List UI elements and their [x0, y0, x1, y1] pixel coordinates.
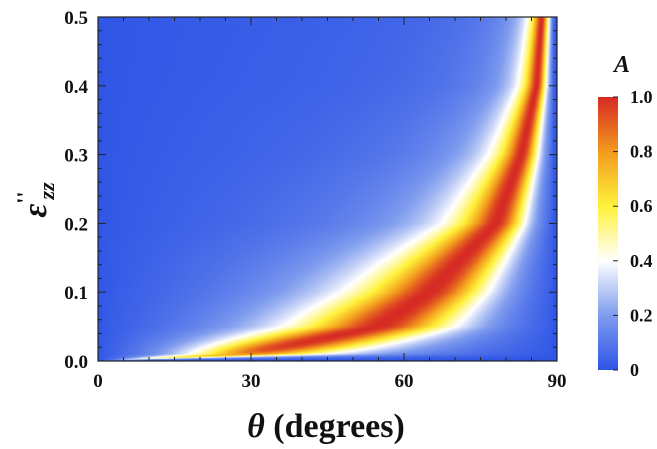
colorbar-ticks: 0 0.2 0.4 0.6 0.8 1.0 [613, 87, 653, 380]
colorbar-tick-label: 1.0 [630, 87, 653, 107]
y-axis: 0.0 0.1 0.2 0.3 0.4 0.5 [64, 8, 557, 373]
colorbar-tick-label: 0.4 [630, 251, 653, 271]
colorbar-tick-label: 0.8 [630, 142, 653, 162]
x-axis: 0 30 60 90 [93, 17, 567, 392]
y-tick-label: 0.2 [64, 214, 88, 235]
svg-text:ε''zz: ε''zz [12, 182, 59, 218]
y-axis-title: ε''zz [12, 182, 59, 218]
x-axis-title: θ (degrees) [247, 408, 405, 445]
colorbar-tick-label: 0.6 [630, 196, 653, 216]
colorbar-title: A [612, 52, 630, 78]
x-tick-label: 0 [93, 371, 103, 392]
colorbar [598, 97, 618, 370]
y-tick-label: 0.0 [64, 352, 88, 373]
y-tick-label: 0.1 [64, 283, 88, 304]
x-tick-label: 60 [395, 371, 414, 392]
x-tick-label: 90 [548, 371, 567, 392]
y-tick-label: 0.4 [64, 77, 88, 98]
y-tick-label: 0.3 [64, 146, 88, 167]
y-tick-label: 0.5 [64, 8, 88, 29]
heatmap-plot-area [98, 17, 557, 361]
x-tick-label: 30 [242, 371, 261, 392]
colorbar-tick-label: 0.2 [630, 305, 653, 325]
colorbar-tick-label: 0 [630, 360, 639, 380]
